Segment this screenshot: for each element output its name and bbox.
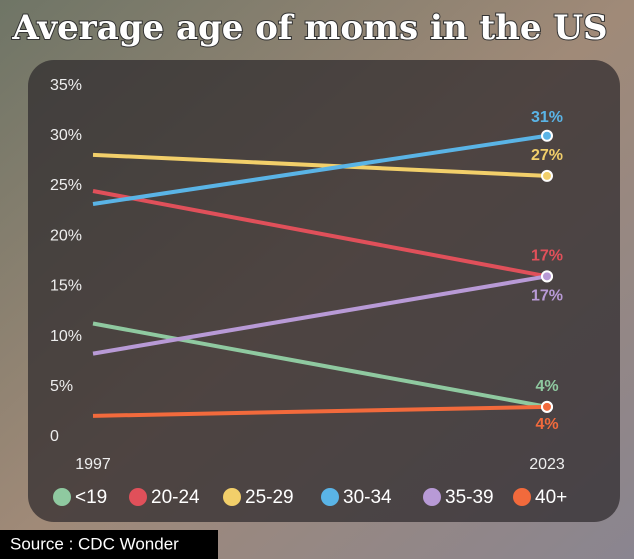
source-box — [0, 530, 218, 559]
legend-marker — [53, 488, 71, 506]
legend-label: 25-29 — [245, 487, 294, 508]
y-tick-label: 10% — [50, 328, 82, 345]
series-line — [92, 189, 548, 279]
data-label: 27% — [531, 147, 563, 164]
series-line — [92, 274, 548, 356]
legend-marker — [223, 488, 241, 506]
x-tick-label: 1997 — [75, 456, 111, 473]
series-line — [92, 133, 548, 207]
series-line — [92, 321, 548, 409]
y-tick-label: 5% — [50, 378, 73, 395]
point — [541, 400, 553, 413]
y-tick-label: 20% — [50, 227, 82, 244]
legend-label: 35-39 — [445, 487, 494, 508]
legend-label: 20-24 — [151, 487, 200, 508]
point — [541, 169, 553, 182]
data-label: 4% — [535, 378, 558, 395]
chart-title: Average age of moms in the US — [11, 8, 607, 48]
legend-label: 40+ — [535, 487, 567, 508]
y-tick-label: 35% — [50, 77, 82, 94]
legend-label: 30-34 — [343, 487, 392, 508]
x-tick-label: 2023 — [529, 456, 565, 473]
series-line — [92, 404, 548, 418]
y-tick-label: 15% — [50, 278, 82, 295]
legend-marker — [423, 488, 441, 506]
legend-marker — [129, 488, 147, 506]
y-tick-label: 30% — [50, 127, 82, 144]
legend-marker — [321, 488, 339, 506]
data-label: 17% — [531, 248, 563, 265]
y-tick-label: 25% — [50, 177, 82, 194]
point — [541, 270, 553, 283]
point — [541, 129, 553, 142]
series-line — [92, 152, 548, 178]
y-tick-label: 0 — [50, 428, 59, 445]
legend-marker — [513, 488, 531, 506]
source: Source : CDC Wonder — [10, 534, 179, 553]
data-label: 31% — [531, 109, 563, 126]
data-label: 4% — [535, 416, 558, 433]
legend-label: <19 — [75, 487, 107, 508]
data-label: 17% — [531, 288, 563, 305]
